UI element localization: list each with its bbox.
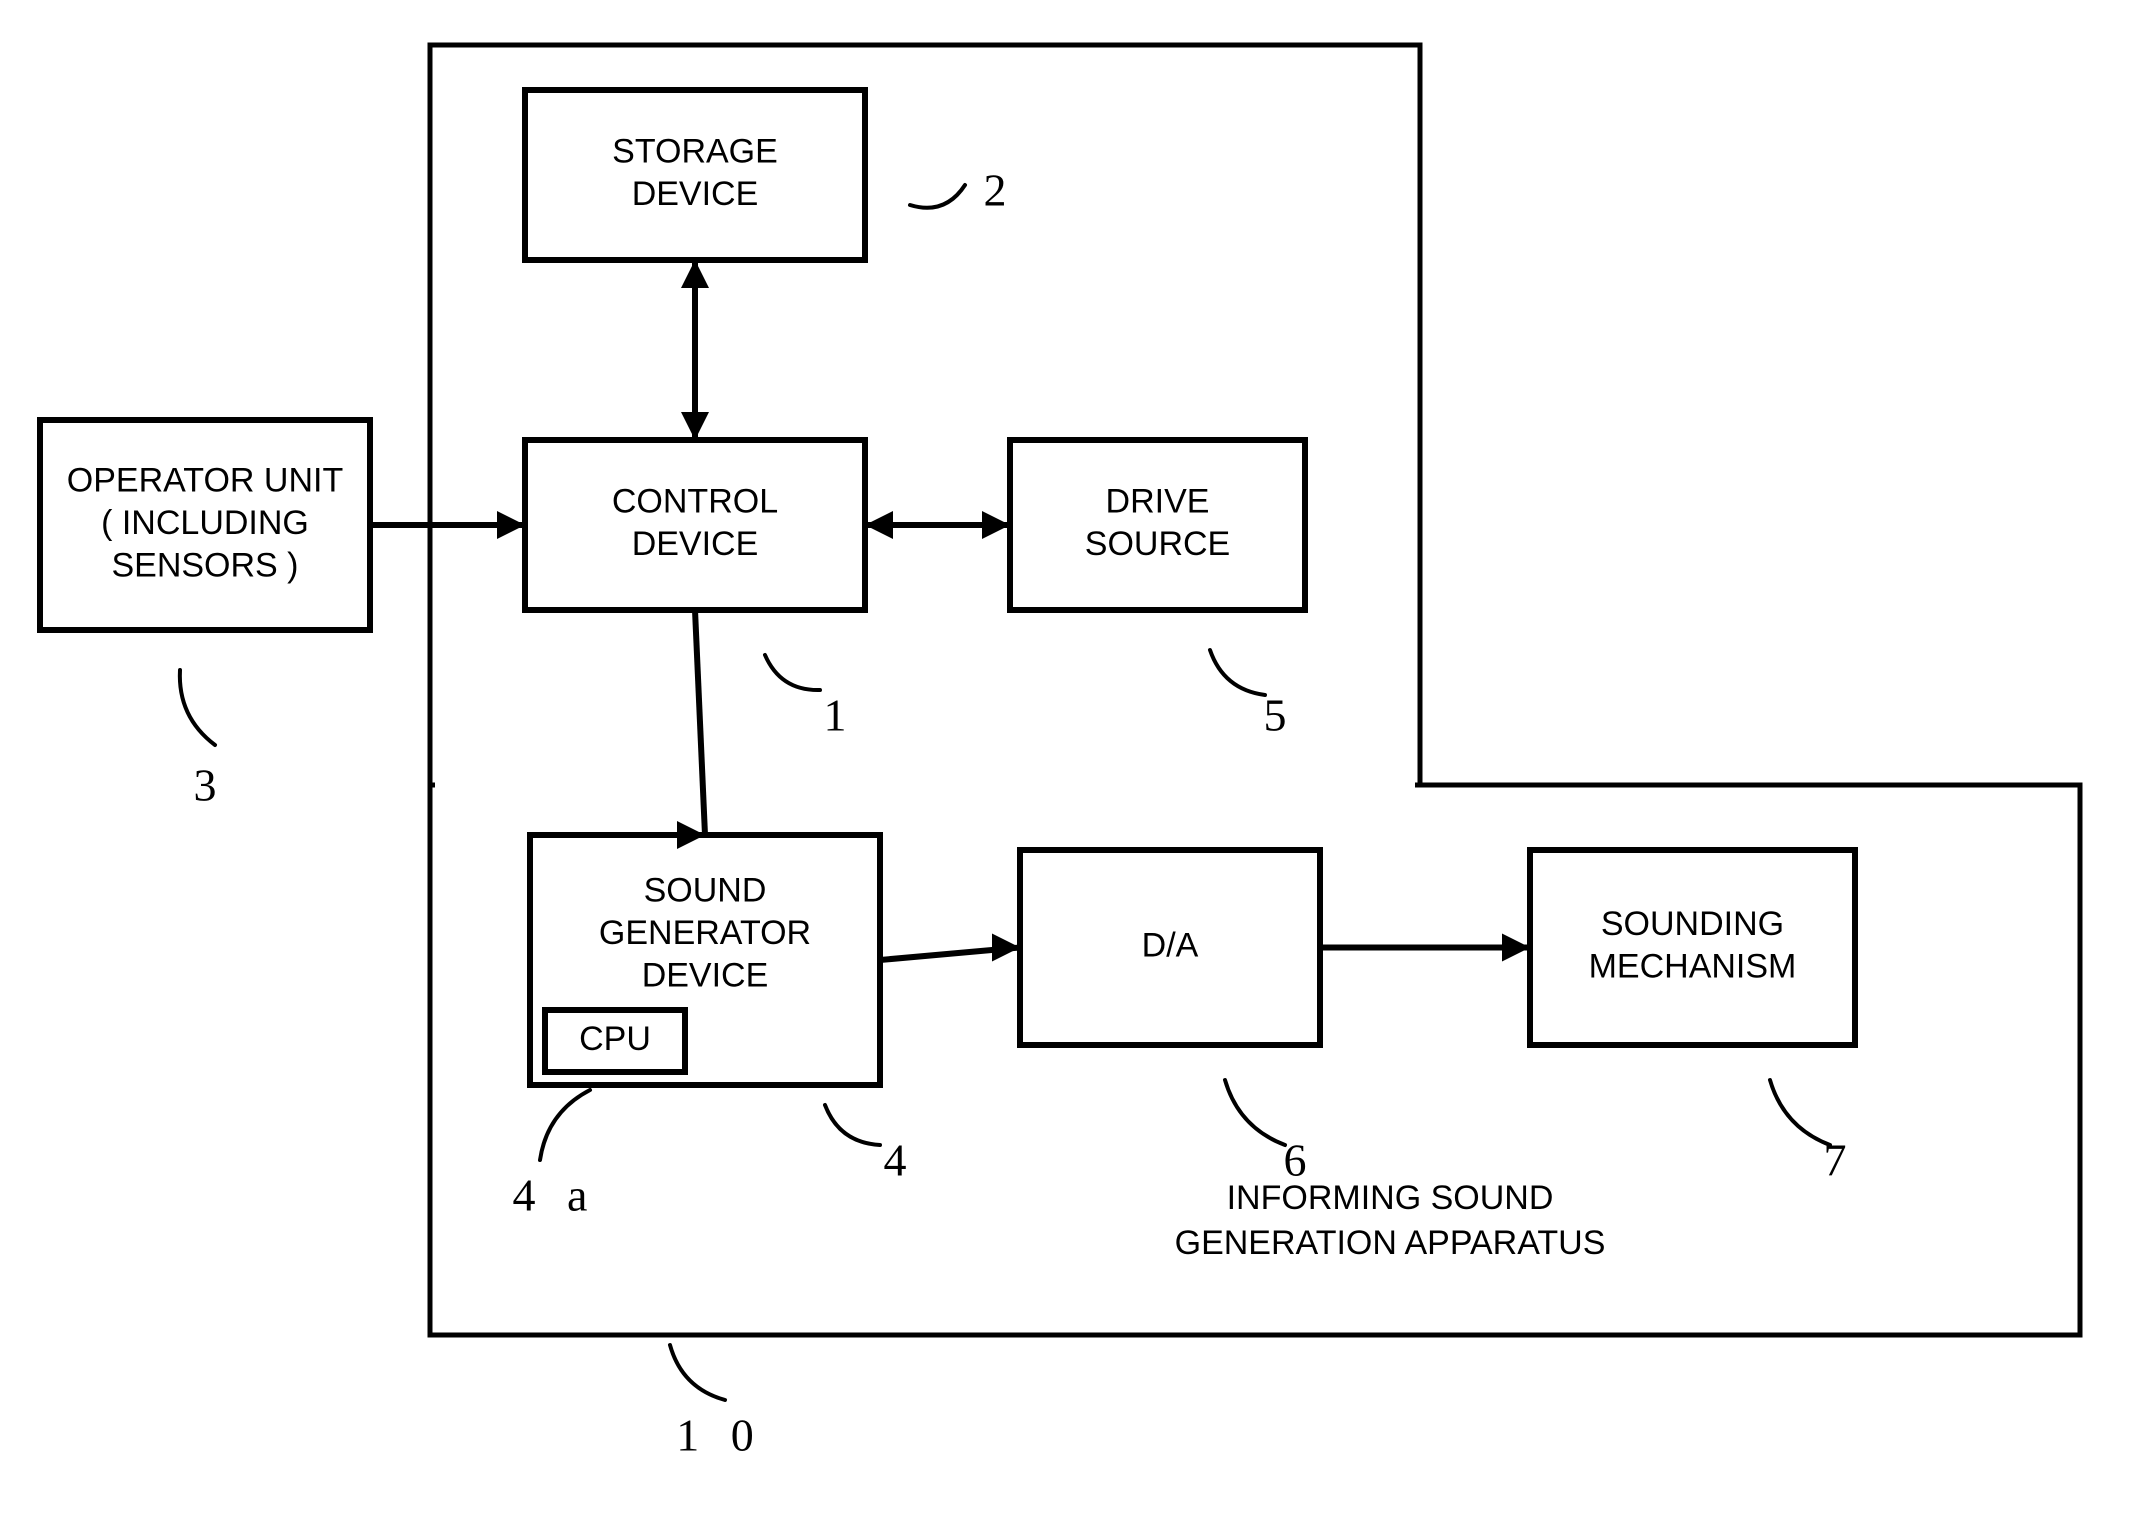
box-operator-label-2: SENSORS )	[111, 546, 298, 584]
ref-number-7: 7	[1824, 1135, 1857, 1186]
arrowhead	[1502, 934, 1530, 962]
box-storage-label-1: DEVICE	[632, 175, 759, 213]
ref-number-2: 1	[824, 690, 857, 741]
box-storage-label-0: STORAGE	[612, 133, 778, 171]
box-soundgen-label-2: DEVICE	[642, 956, 769, 994]
ref-leader-1	[180, 670, 215, 745]
ref-leader-0	[910, 185, 965, 208]
arrowhead	[681, 260, 709, 288]
box-operator-label-0: OPERATOR UNIT	[67, 461, 343, 499]
ref-number-6: 6	[1284, 1135, 1317, 1186]
ref-leader-2	[765, 655, 820, 690]
box-sounding-label-1: MECHANISM	[1589, 948, 1797, 986]
arrowhead	[681, 412, 709, 440]
box-da-label-0: D/A	[1142, 926, 1199, 964]
box-control-label-0: CONTROL	[612, 483, 778, 521]
ref-leader-6	[1225, 1080, 1285, 1145]
box-drive-label-0: DRIVE	[1106, 483, 1210, 521]
box-sounding-label-0: SOUNDING	[1601, 905, 1784, 943]
box-soundgen-label-1: GENERATOR	[599, 914, 811, 952]
connector-control-soundgen	[695, 610, 705, 835]
ref-number-5: 4 a	[513, 1170, 598, 1221]
box-soundgen-label-0: SOUND	[644, 871, 767, 909]
container-seam-mask	[435, 780, 1415, 790]
label-0: INFORMING SOUND	[1227, 1179, 1554, 1217]
box-cpu-label-0: CPU	[579, 1020, 651, 1058]
arrowhead	[992, 934, 1020, 962]
ref-leader-5	[540, 1090, 590, 1160]
ref-leader-4	[825, 1105, 880, 1145]
ref-leader-8	[670, 1345, 725, 1400]
arrowhead	[982, 511, 1010, 539]
arrowhead	[865, 511, 893, 539]
ref-number-1: 3	[194, 760, 227, 811]
label-1: GENERATION APPARATUS	[1175, 1224, 1606, 1262]
ref-number-0: 2	[984, 165, 1017, 216]
ref-leader-7	[1770, 1080, 1830, 1145]
ref-leader-3	[1210, 650, 1265, 695]
box-drive-label-1: SOURCE	[1085, 525, 1230, 563]
box-operator-label-1: ( INCLUDING	[101, 504, 309, 542]
ref-number-8: 1 0	[676, 1410, 764, 1461]
container-upper	[430, 45, 1420, 785]
ref-number-3: 5	[1264, 690, 1297, 741]
arrowhead	[497, 511, 525, 539]
ref-number-4: 4	[884, 1135, 917, 1186]
box-control-label-1: DEVICE	[632, 525, 759, 563]
